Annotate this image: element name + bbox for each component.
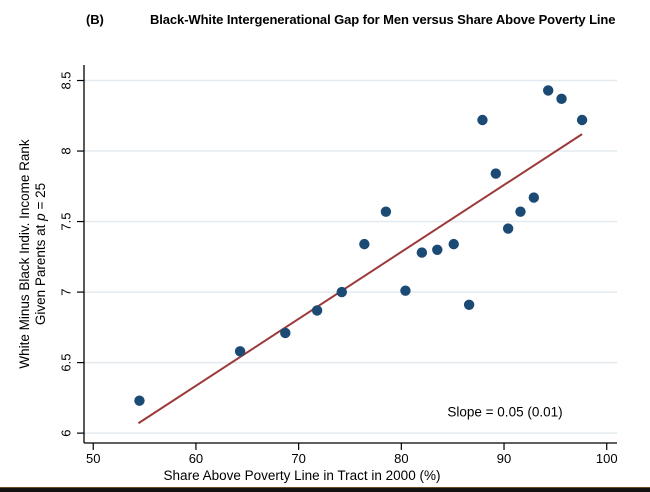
y-tick-label: 8 bbox=[59, 147, 74, 154]
y-axis-title-p-var: p bbox=[33, 213, 48, 221]
x-axis-title: Share Above Poverty Line in Tract in 200… bbox=[163, 468, 441, 483]
data-point bbox=[280, 327, 291, 339]
data-point bbox=[448, 238, 459, 250]
y-tick-label: 7.5 bbox=[59, 213, 74, 231]
y-axis-title-line1: White Minus Black Indiv. Income Rank bbox=[17, 139, 32, 369]
data-point bbox=[556, 93, 567, 105]
data-point bbox=[359, 238, 370, 250]
data-point bbox=[576, 114, 588, 126]
data-point bbox=[416, 247, 428, 258]
x-tick-label: 60 bbox=[189, 451, 203, 466]
y-tick-label: 8.5 bbox=[59, 71, 74, 89]
chart-title: (B) Black-White Intergenerational Gap fo… bbox=[0, 12, 650, 32]
panel-label: (B) bbox=[86, 12, 104, 27]
y-tick-label: 6 bbox=[59, 430, 74, 437]
data-point bbox=[477, 114, 488, 126]
data-point bbox=[542, 85, 554, 96]
data-point bbox=[380, 206, 392, 217]
y-axis-title: White Minus Black Indiv. Income Rank Giv… bbox=[17, 139, 49, 368]
slope-annotation: Slope = 0.05 (0.01) bbox=[447, 404, 563, 420]
x-tick-label: 50 bbox=[86, 451, 100, 466]
data-point bbox=[336, 286, 347, 298]
x-tick-label: 70 bbox=[291, 451, 305, 466]
y-axis-title-line2-post: = 25 bbox=[33, 182, 48, 214]
data-point bbox=[463, 299, 475, 310]
y-axis-title-line2: Given Parents at p = 25 bbox=[33, 139, 49, 368]
data-point bbox=[490, 168, 502, 179]
x-tick-label: 90 bbox=[497, 451, 511, 466]
data-point bbox=[134, 395, 145, 406]
trend-line bbox=[137, 133, 583, 425]
y-tick-label: 6.5 bbox=[59, 354, 74, 372]
window-edge-bar bbox=[0, 487, 650, 492]
data-point bbox=[502, 223, 514, 234]
data-point bbox=[234, 346, 246, 357]
data-point bbox=[515, 206, 526, 217]
data-point bbox=[400, 285, 411, 296]
y-axis-title-line2-pre: Given Parents at bbox=[33, 220, 48, 326]
y-tick-label: 7 bbox=[59, 288, 74, 295]
chart-title-text: Black-White Intergenerational Gap for Me… bbox=[150, 12, 616, 27]
x-tick-label: 80 bbox=[394, 451, 408, 466]
data-point bbox=[528, 192, 540, 203]
x-tick-label: 100 bbox=[596, 451, 618, 466]
data-point bbox=[432, 244, 443, 255]
data-point bbox=[311, 305, 323, 316]
